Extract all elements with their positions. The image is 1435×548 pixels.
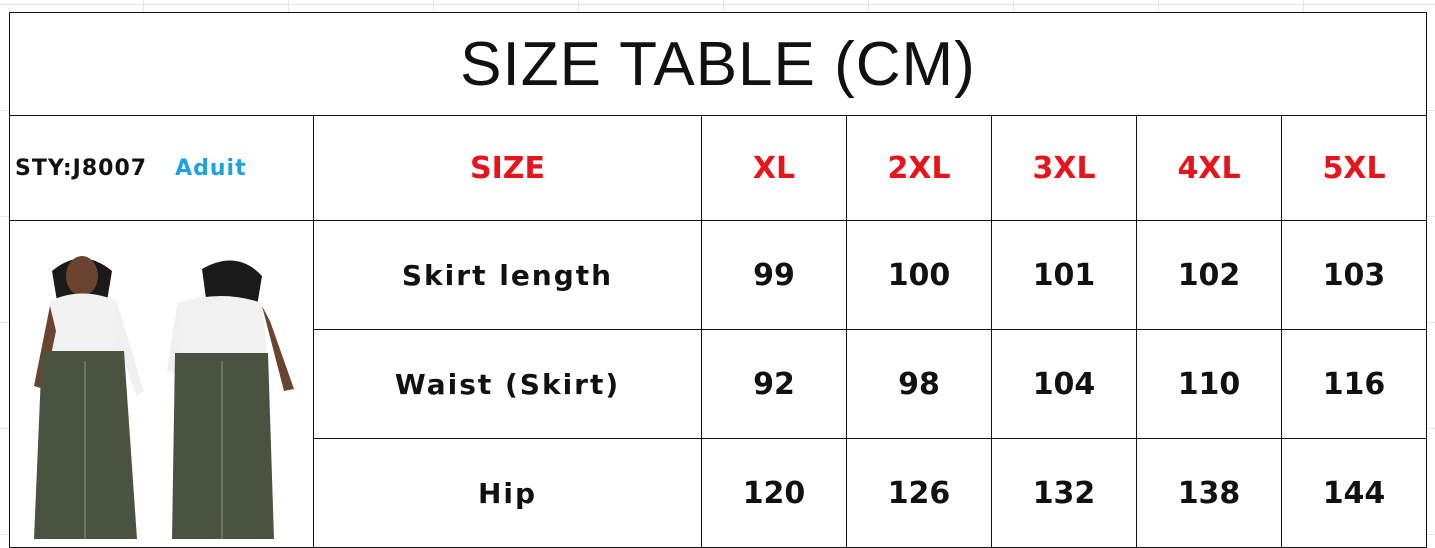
- value-cell: 102: [1136, 220, 1282, 330]
- value-cell: 144: [1281, 438, 1427, 548]
- value-cell: 92: [701, 329, 847, 439]
- table-title: SIZE TABLE (CM): [9, 12, 1427, 116]
- value-cell: 101: [991, 220, 1137, 330]
- table-row: Skirt length 99 100 101 102 103: [9, 220, 1427, 548]
- style-info: STY:J8007 Aduit: [9, 115, 314, 221]
- size-header: SIZE: [313, 115, 702, 221]
- size-2xl: 2XL: [846, 115, 992, 221]
- value-cell: 132: [991, 438, 1137, 548]
- product-model-image: [33, 256, 294, 539]
- row-label-skirt-length: Skirt length: [313, 220, 702, 330]
- category-label: Aduit: [175, 155, 247, 181]
- value-cell: 126: [846, 438, 992, 548]
- size-xl: XL: [701, 115, 847, 221]
- value-cell: 98: [846, 329, 992, 439]
- value-cell: 103: [1281, 220, 1427, 330]
- style-code: STY:J8007: [15, 155, 148, 181]
- model-back: [166, 260, 294, 539]
- size-table: SIZE TABLE (CM) STY:J8007 Aduit SIZE XL 2…: [9, 12, 1427, 548]
- value-cell: 120: [701, 438, 847, 548]
- size-3xl: 3XL: [991, 115, 1137, 221]
- model-front: [33, 256, 144, 539]
- value-cell: 99: [701, 220, 847, 330]
- size-5xl: 5XL: [1281, 115, 1427, 221]
- value-cell: 100: [846, 220, 992, 330]
- value-cell: 110: [1136, 329, 1282, 439]
- value-cell: 104: [991, 329, 1137, 439]
- value-cell: 138: [1136, 438, 1282, 548]
- table-row: Hip 120 126 132 138 144: [10, 438, 1427, 548]
- row-label-hip: Hip: [313, 438, 702, 548]
- row-label-waist: Waist (Skirt): [313, 329, 702, 439]
- product-photo: [9, 220, 314, 548]
- size-4xl: 4XL: [1136, 115, 1282, 221]
- value-cell: 116: [1281, 329, 1427, 439]
